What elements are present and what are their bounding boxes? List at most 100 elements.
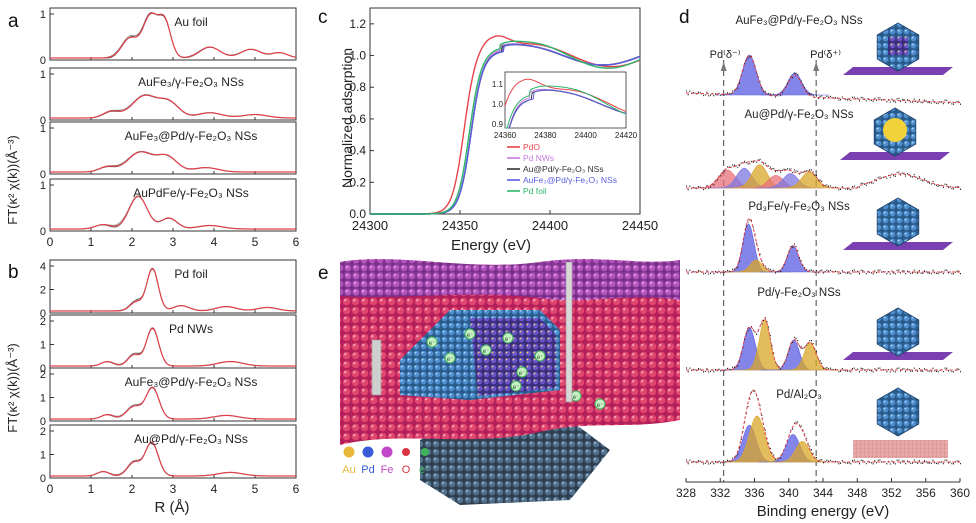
x-tick-label: 24300: [352, 218, 388, 233]
electron-label: e⁻: [519, 371, 526, 377]
spectrum-label: Pd/Al₂O₃: [776, 389, 822, 401]
x-tick-label: 348: [847, 486, 867, 500]
raw-data-points: [686, 55, 961, 105]
y-tick-label: 1: [40, 393, 46, 405]
y-tick-label: 1.2: [349, 17, 366, 31]
y-tick-label: 2: [40, 369, 46, 381]
subplot-label: AuFe₃/γ-Fe₂O₃ NSs: [138, 75, 244, 89]
series-line-fit: [50, 195, 296, 230]
arrow-marker: [813, 62, 820, 71]
plot-frame: [369, 7, 641, 215]
subplot-frame: [49, 259, 297, 314]
panel-letter-d: d: [679, 7, 690, 28]
y-tick-label: 0: [40, 363, 46, 375]
series-line-data-2: [50, 151, 296, 173]
series-line-data-1: [50, 195, 296, 230]
series-line-fit: [50, 327, 296, 367]
electron-label: e⁻: [429, 341, 436, 347]
inset-x-tick-label: 24360: [494, 131, 517, 140]
y-tick-label: 0: [40, 55, 46, 67]
series-line-fit: [50, 12, 297, 59]
y-tick-label: 4: [40, 261, 46, 273]
series-line-5: [370, 40, 641, 215]
series-line-2: [370, 43, 641, 215]
panel-b-x-axis-label: R (Å): [155, 499, 190, 516]
series-line-data-1: [50, 386, 296, 420]
panel-b-y-axis-label: FT(κ² χ(k))(Å⁻³): [5, 343, 20, 432]
electron-label: e⁻: [597, 403, 604, 409]
inset-series-line-4: [505, 89, 627, 129]
series-line-fit: [50, 441, 296, 477]
nanoparticle-model-thumbnail: [843, 307, 953, 360]
panel-d-x-axis-label: Binding energy (eV): [757, 503, 890, 520]
electron-label: e⁻: [467, 333, 474, 339]
spectrum-label: AuFe₃@Pd/γ-Fe₂O₃ NSs: [735, 15, 862, 27]
raw-data-points: [686, 316, 961, 373]
electron-marker: [594, 398, 606, 410]
x-tick-label: 1: [88, 482, 95, 496]
xps-spectrum: [686, 158, 961, 191]
fitted-peak: [768, 440, 837, 463]
x-tick-label: 336: [744, 486, 764, 500]
x-tick-label: 1: [88, 235, 95, 249]
electron-label: e⁻: [447, 357, 454, 363]
legend-atom-swatch: [343, 446, 355, 458]
legend-atom-label: e⁻: [419, 464, 431, 476]
electron-marker: [510, 380, 522, 392]
electron-marker: [516, 366, 528, 378]
fitted-peak: [758, 245, 828, 273]
y-tick-label: 0: [40, 226, 46, 238]
nanoparticle-model-thumbnail: [853, 387, 948, 458]
arrow-marker: [720, 62, 727, 71]
x-tick-label: 3: [170, 235, 177, 249]
x-tick-label: 6: [293, 482, 300, 496]
fitted-peak: [715, 54, 784, 96]
y-tick-label: 0.4: [349, 144, 366, 158]
fitted-peak: [714, 223, 783, 273]
legend-atom-swatch: [381, 446, 393, 458]
alloy-core: [888, 37, 908, 55]
panel-letter-e: e: [318, 263, 329, 284]
series-line-data-1: [50, 441, 296, 477]
series-line-fit: [50, 386, 296, 420]
subplot-label: Au foil: [174, 15, 207, 29]
panel-c-x-axis-label: Energy (eV): [451, 237, 531, 254]
x-tick-label: 2: [129, 235, 136, 249]
marker-pd-delta-plus: Pd⁽δ⁺⁾: [810, 49, 841, 61]
series-line-fit: [50, 94, 296, 119]
inset-series-line-5: [505, 85, 627, 129]
x-tick-label: 332: [710, 486, 730, 500]
legend-entry: Au@Pd/γ-Fe₂O₃ NSs: [523, 164, 604, 174]
legend-atom-swatch: [421, 448, 429, 456]
nanoparticle-model-thumbnail: [843, 197, 953, 250]
x-tick-label: 5: [252, 482, 259, 496]
panel-a-y-axis-label: FT(κ² χ(k))(Å⁻³): [5, 135, 20, 224]
spectrum-label: Au@Pd/γ-Fe₂O₃ NSs: [745, 109, 854, 121]
nanocrystal-core-cutaway: [470, 318, 556, 396]
inset-y-tick-label: 1.0: [492, 100, 504, 109]
marker-pd-delta-minus: Pd⁽δ⁻⁾: [710, 49, 741, 61]
series-line-data-1: [50, 151, 296, 173]
electron-marker: [534, 350, 546, 362]
fitted-peak: [760, 72, 829, 96]
electron-label: e⁻: [513, 385, 520, 391]
y-tick-label: 1: [40, 340, 46, 352]
y-tick-label: 2: [40, 285, 46, 297]
x-tick-label: 0: [47, 235, 54, 249]
nanocrystal: [876, 307, 920, 357]
electron-label: e⁻: [483, 349, 490, 355]
xps-spectrum: [685, 54, 961, 105]
series-line-data-2: [50, 387, 296, 420]
y-tick-label: 1: [40, 180, 46, 192]
series-line-fit: [50, 151, 296, 173]
x-tick-label: 328: [676, 486, 696, 500]
nanocrystal-facet-left: [400, 310, 470, 400]
subplot-label: Pd foil: [174, 267, 207, 281]
x-tick-label: 352: [881, 486, 901, 500]
fit-envelope: [686, 217, 960, 273]
x-tick-label: 4: [211, 235, 218, 249]
spectrum-label: Pd₃Fe/γ-Fe₂O₃ NSs: [748, 201, 850, 213]
